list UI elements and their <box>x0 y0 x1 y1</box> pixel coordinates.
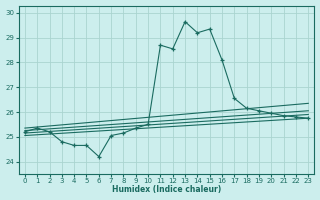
X-axis label: Humidex (Indice chaleur): Humidex (Indice chaleur) <box>112 185 221 194</box>
